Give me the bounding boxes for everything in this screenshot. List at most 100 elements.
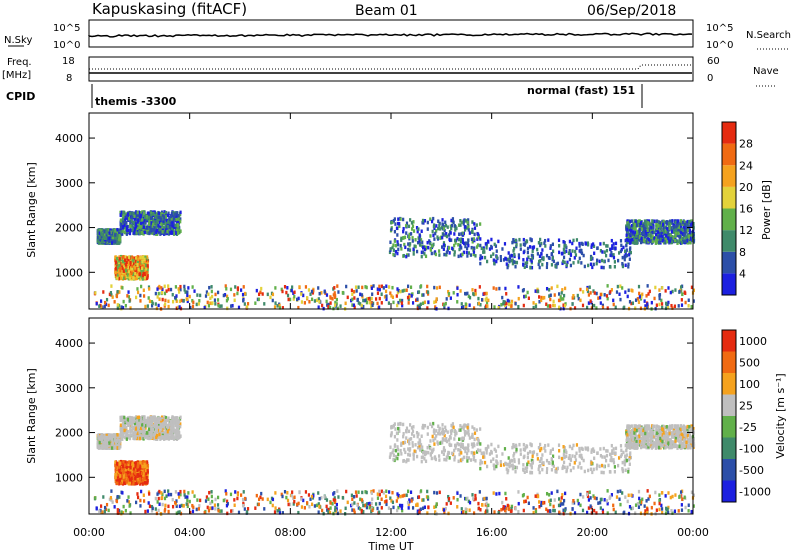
power-echo-cell xyxy=(426,292,430,296)
power-echo-cell xyxy=(389,240,392,245)
power-echo-cell xyxy=(246,302,250,306)
power-echo-cell xyxy=(117,303,121,308)
velocity-echo-cell xyxy=(109,435,112,440)
power-echo-cell xyxy=(142,227,145,232)
power-echo-cell xyxy=(137,270,140,274)
power-echo-cell xyxy=(668,219,672,223)
power-echo-cell xyxy=(456,236,459,241)
power-echo-cell xyxy=(399,289,402,294)
power-echo-cell xyxy=(669,290,672,295)
power-echo-cell xyxy=(688,220,691,224)
power-echo-cell xyxy=(225,294,229,299)
power-echo-cell xyxy=(334,300,337,305)
power-echo-cell xyxy=(312,288,315,293)
power-echo-cell xyxy=(125,220,128,225)
power-echo-cell xyxy=(127,270,131,274)
power-echo-cell xyxy=(384,289,388,294)
power-echo-cell xyxy=(129,263,133,268)
power-echo-cell xyxy=(630,223,633,228)
power-echo-cell xyxy=(352,290,356,294)
power-echo-cell xyxy=(115,294,119,299)
power-echo-cell xyxy=(199,293,202,298)
power-echo-cell xyxy=(171,226,174,231)
power-echo-cell xyxy=(411,236,414,240)
power-echo-cell xyxy=(126,265,130,270)
power-echo-cell xyxy=(420,254,423,259)
power-echo-cell xyxy=(662,230,666,234)
power-ytick-label-0: 1000 xyxy=(55,266,83,279)
power-echo-cell xyxy=(447,292,451,296)
power-echo-cell xyxy=(142,232,145,236)
power-echo-cell xyxy=(378,287,381,292)
power-echo-cell xyxy=(636,241,639,245)
power-echo-cell xyxy=(617,251,621,255)
power-echo-cell xyxy=(335,302,338,306)
power-echo-cell xyxy=(214,292,217,297)
power-echo-cell xyxy=(449,224,452,229)
power-echo-cell xyxy=(582,290,585,294)
power-echo-cell xyxy=(468,303,471,307)
power-echo-cell xyxy=(562,240,565,244)
power-echo-cell xyxy=(504,305,508,310)
power-echo-cell xyxy=(266,292,269,297)
power-echo-cell xyxy=(580,261,583,265)
power-echo-cell xyxy=(451,217,455,221)
power-echo-cell xyxy=(426,290,430,294)
power-echo-cell xyxy=(661,234,664,239)
power-echo-cell xyxy=(449,296,452,300)
power-echo-cell xyxy=(447,246,451,250)
power-echo-cell xyxy=(505,292,508,296)
power-echo-cell xyxy=(485,296,488,301)
power-echo-cell xyxy=(388,250,392,255)
power-echo-cell xyxy=(150,213,153,218)
power-echo-cell xyxy=(601,303,604,308)
power-echo-cell xyxy=(414,244,417,249)
power-echo-cell xyxy=(644,239,647,244)
power-echo-cell xyxy=(157,291,160,296)
power-echo-cell xyxy=(399,243,402,248)
power-echo-cell xyxy=(632,232,635,236)
power-echo-cell xyxy=(397,300,400,305)
power-echo-cell xyxy=(501,295,504,300)
power-echo-cell xyxy=(641,225,644,230)
power-echo-cell xyxy=(550,286,553,290)
power-echo-cell xyxy=(139,224,142,229)
power-echo-cell xyxy=(155,222,158,227)
power-echo-cell xyxy=(681,292,684,296)
power-echo-cell xyxy=(157,223,160,228)
power-echo-cell xyxy=(691,221,694,225)
power-echo-cell xyxy=(114,260,118,265)
power-echo-cell xyxy=(642,238,646,243)
power-echo-cell xyxy=(116,273,120,278)
power-echo-cell xyxy=(604,253,608,258)
velocity-echo-cell xyxy=(104,441,107,445)
power-echo-cell xyxy=(158,227,161,232)
power-echo-cell xyxy=(512,238,515,242)
power-echo-cell xyxy=(404,224,408,228)
power-echo-cell xyxy=(143,230,146,235)
power-echo-cell xyxy=(146,217,149,221)
power-echo-cell xyxy=(678,234,681,239)
power-echo-cell xyxy=(177,287,180,291)
power-echo-cell xyxy=(280,287,283,292)
power-echo-cell xyxy=(135,295,138,300)
power-echo-cell xyxy=(154,291,157,296)
power-echo-cell xyxy=(128,231,132,236)
power-echo-cell xyxy=(606,306,609,310)
power-echo-cell xyxy=(376,287,379,291)
nsky-panel xyxy=(88,19,694,48)
velocity-echo-cell xyxy=(118,440,121,444)
power-echo-cell xyxy=(293,294,296,299)
power-echo-cell xyxy=(510,304,513,308)
power-echo-cell xyxy=(599,292,602,297)
power-echo-cell xyxy=(559,295,562,299)
power-echo-cell xyxy=(108,231,111,235)
power-echo-cell xyxy=(613,260,616,264)
power-echo-cell xyxy=(241,292,245,297)
power-echo-cell xyxy=(198,299,201,303)
power-echo-cell xyxy=(571,296,574,300)
power-echo-cell xyxy=(163,210,166,214)
power-echo-cell xyxy=(397,247,400,252)
power-echo-cell xyxy=(142,271,145,275)
power-echo-cell xyxy=(530,265,534,270)
